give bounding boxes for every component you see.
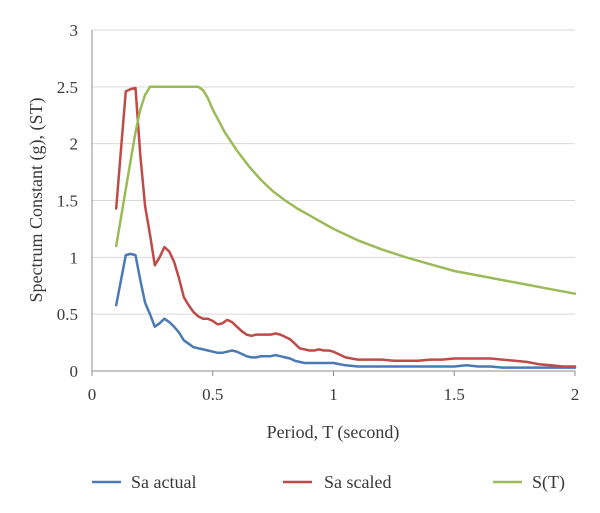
y-tick-label: 0.5 xyxy=(57,305,78,324)
x-tick-label: 0.5 xyxy=(202,385,223,404)
series-line-s-t xyxy=(114,85,577,295)
x-axis-title: Period, T (second) xyxy=(267,422,400,443)
y-tick-label: 1.5 xyxy=(57,192,78,211)
x-tick-labels: 0 0.5 1 1.5 2 xyxy=(88,385,580,404)
series-line-sa-actual xyxy=(114,252,577,369)
y-tick-label: 0 xyxy=(70,362,79,381)
series-lines xyxy=(114,85,577,369)
grid-lines xyxy=(92,29,575,315)
x-tick-label: 0 xyxy=(88,385,97,404)
legend-label-sa-scaled: Sa scaled xyxy=(324,472,391,492)
y-tick-label: 1 xyxy=(70,248,79,267)
legend-label-st: S(T) xyxy=(532,472,565,493)
y-axis-title: Spectrum Constant (g), (ST) xyxy=(26,98,47,303)
y-tick-labels: 0 0.5 1 1.5 2 2.5 3 xyxy=(57,21,78,381)
y-tick-label: 2 xyxy=(70,135,79,154)
legend-label-sa-actual: Sa actual xyxy=(131,472,196,492)
axes xyxy=(91,30,576,376)
y-tick-label: 3 xyxy=(70,21,79,40)
legend: Sa actual Sa scaled S(T) xyxy=(92,472,565,493)
x-tick-label: 1 xyxy=(329,385,338,404)
series-line-sa-scaled xyxy=(114,86,577,368)
x-tick-label: 1.5 xyxy=(444,385,465,404)
x-tick-label: 2 xyxy=(571,385,580,404)
y-tick-label: 2.5 xyxy=(57,78,78,97)
